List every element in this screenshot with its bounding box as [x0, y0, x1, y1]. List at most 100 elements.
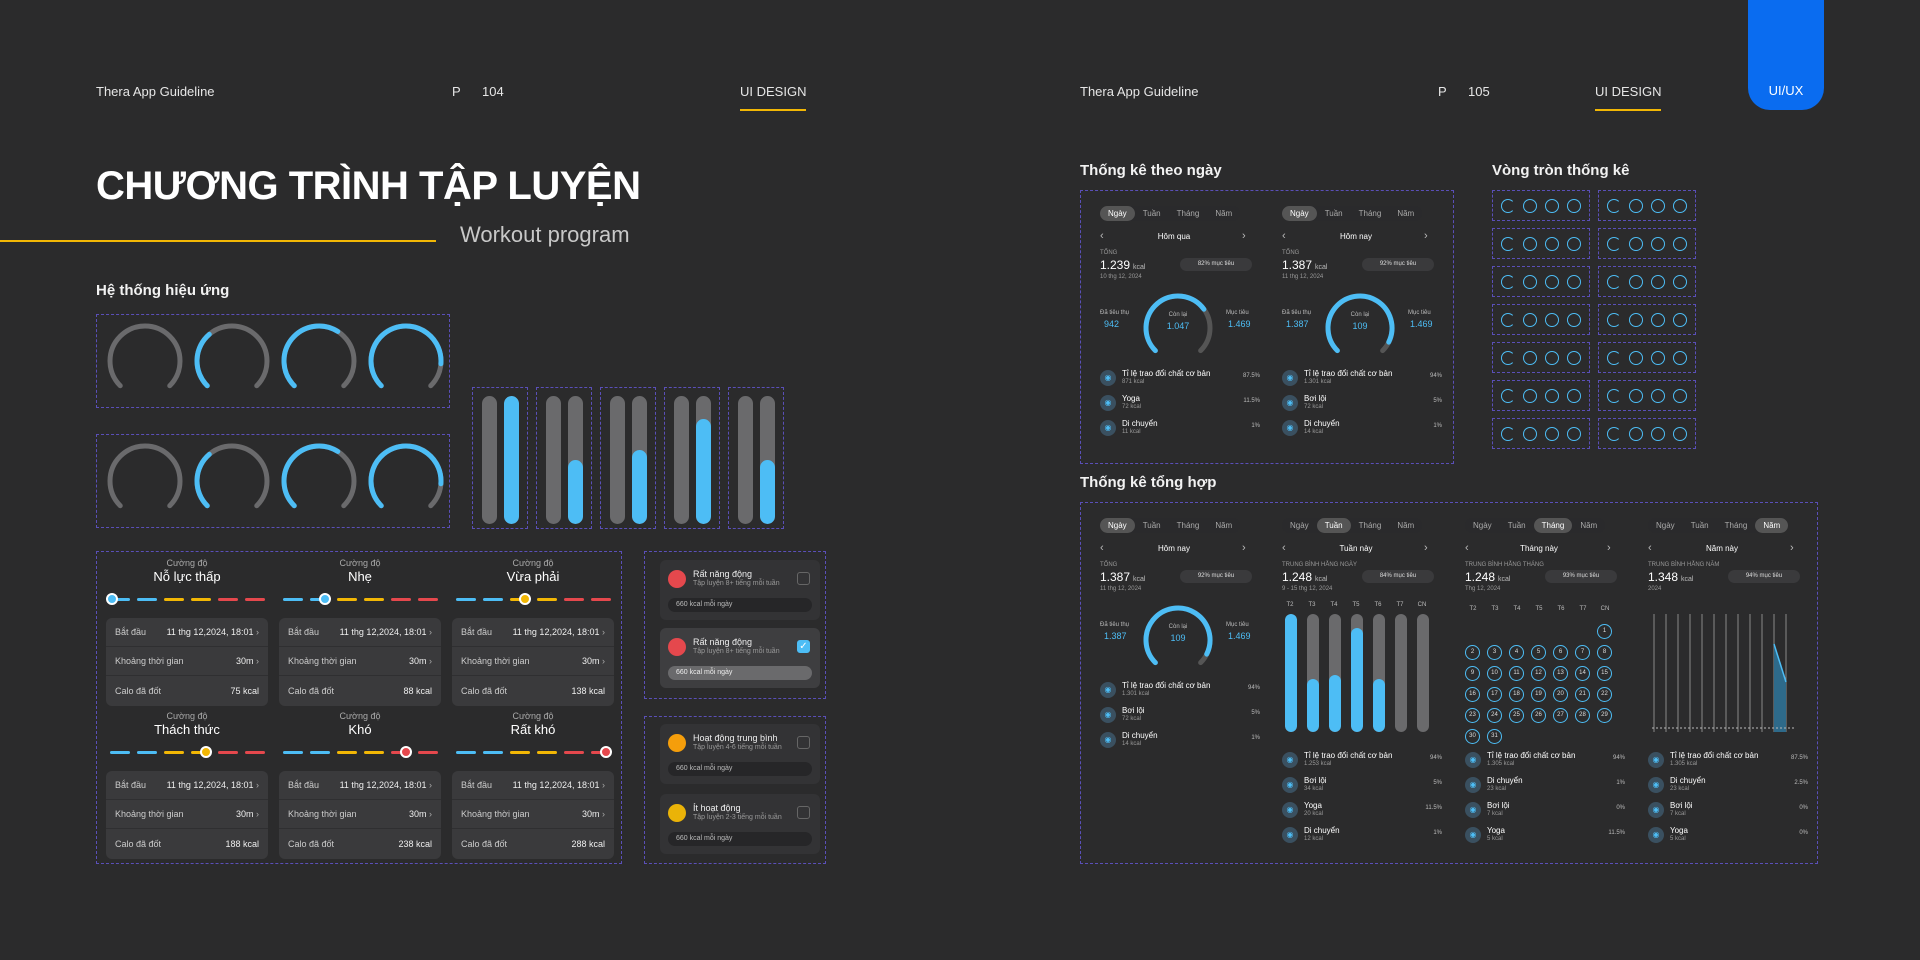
tab-3[interactable]: Năm — [1215, 521, 1233, 530]
detail-row[interactable]: Bắt đầu 11 thg 12,2024, 18:01 › — [279, 771, 441, 800]
calendar-day[interactable]: 9 — [1465, 666, 1480, 681]
tab-2[interactable]: Tháng — [1724, 521, 1748, 530]
prev-icon[interactable]: ‹ — [1465, 542, 1469, 554]
calendar-day[interactable]: 19 — [1531, 687, 1546, 702]
calendar-day[interactable]: 11 — [1509, 666, 1524, 681]
next-icon[interactable]: › — [1424, 542, 1428, 554]
calendar-day[interactable]: 31 — [1487, 729, 1502, 744]
tab-1[interactable]: Tuần — [1142, 209, 1161, 218]
intensity-card-1[interactable]: Cường độ Nỗ lực thấp Bắt đầu 11 thg 12,2024… — [106, 558, 268, 706]
activity-option-1[interactable]: Rất năng động Tập luyện 8+ tiếng mỗi tuần… — [660, 560, 820, 620]
calendar-day[interactable]: 25 — [1509, 708, 1524, 723]
detail-row[interactable]: Bắt đầu 11 thg 12,2024, 18:01 › — [279, 618, 441, 647]
next-icon[interactable]: › — [1790, 542, 1794, 554]
intensity-knob[interactable] — [106, 593, 118, 605]
tab-1[interactable]: Tuần — [1142, 521, 1161, 530]
activity-option-2[interactable]: Rất năng động Tập luyện 8+ tiếng mỗi tuần… — [660, 628, 820, 688]
next-icon[interactable]: › — [1424, 230, 1428, 242]
calendar-day[interactable]: 28 — [1575, 708, 1590, 723]
calendar-day[interactable]: 8 — [1597, 645, 1612, 660]
intensity-knob[interactable] — [600, 746, 612, 758]
calendar-day[interactable]: 12 — [1531, 666, 1546, 681]
calendar-day[interactable]: 3 — [1487, 645, 1502, 660]
calendar-day[interactable]: 1 — [1597, 624, 1612, 639]
tab-1[interactable]: Tuần — [1690, 521, 1709, 530]
tab-2[interactable]: Tháng — [1358, 521, 1382, 530]
calendar-day[interactable]: 16 — [1465, 687, 1480, 702]
activity-checkbox[interactable] — [797, 736, 810, 749]
detail-row[interactable]: Khoảng thời gian 30m › — [106, 800, 268, 829]
tab-0[interactable]: Ngày — [1100, 206, 1135, 221]
calendar-day[interactable]: 27 — [1553, 708, 1568, 723]
tab-3[interactable]: Năm — [1397, 209, 1415, 218]
tab-3[interactable]: Năm — [1397, 521, 1415, 530]
goal-badge[interactable]: 92% mục tiêu — [1362, 258, 1434, 271]
calendar-day[interactable]: 14 — [1575, 666, 1590, 681]
prev-icon[interactable]: ‹ — [1648, 542, 1652, 554]
calendar-day[interactable]: 6 — [1553, 645, 1568, 660]
calendar-day[interactable]: 24 — [1487, 708, 1502, 723]
detail-row[interactable]: Khoảng thời gian 30m › — [106, 647, 268, 676]
intensity-card-3[interactable]: Cường độ Vừa phải Bắt đầu 11 thg 12,2024, 1… — [452, 558, 614, 706]
detail-row[interactable]: Bắt đầu 11 thg 12,2024, 18:01 › — [106, 771, 268, 800]
calendar-day[interactable]: 5 — [1531, 645, 1546, 660]
next-icon[interactable]: › — [1242, 230, 1246, 242]
intensity-card-2[interactable]: Cường độ Nhẹ Bắt đầu 11 thg 12,2024, 18:01 … — [279, 558, 441, 706]
activity-checkbox[interactable] — [797, 806, 810, 819]
goal-badge[interactable]: 82% mục tiêu — [1180, 258, 1252, 271]
tab-1[interactable]: Tuần — [1316, 518, 1351, 533]
calendar-day[interactable]: 22 — [1597, 687, 1612, 702]
tab-1[interactable]: Tuần — [1507, 521, 1526, 530]
tab-0[interactable]: Ngày — [1656, 521, 1675, 530]
calendar-day[interactable]: 17 — [1487, 687, 1502, 702]
calendar-day[interactable]: 13 — [1553, 666, 1568, 681]
intensity-knob[interactable] — [519, 593, 531, 605]
intensity-knob[interactable] — [200, 746, 212, 758]
detail-row[interactable]: Bắt đầu 11 thg 12,2024, 18:01 › — [452, 618, 614, 647]
detail-row[interactable]: Khoảng thời gian 30m › — [279, 647, 441, 676]
activity-checkbox[interactable]: ✓ — [797, 640, 810, 653]
next-icon[interactable]: › — [1607, 542, 1611, 554]
calendar-day[interactable]: 2 — [1465, 645, 1480, 660]
goal-badge[interactable]: 84% mục tiêu — [1362, 570, 1434, 583]
goal-badge[interactable]: 94% mục tiêu — [1728, 570, 1800, 583]
calendar-day[interactable]: 29 — [1597, 708, 1612, 723]
calendar-day[interactable]: 30 — [1465, 729, 1480, 744]
goal-badge[interactable]: 92% mục tiêu — [1180, 570, 1252, 583]
prev-icon[interactable]: ‹ — [1282, 542, 1286, 554]
prev-icon[interactable]: ‹ — [1282, 230, 1286, 242]
calendar-day[interactable]: 15 — [1597, 666, 1612, 681]
calendar-day[interactable]: 4 — [1509, 645, 1524, 660]
calendar-day[interactable]: 20 — [1553, 687, 1568, 702]
detail-row[interactable]: Khoảng thời gian 30m › — [279, 800, 441, 829]
tab-2[interactable]: Tháng — [1176, 521, 1200, 530]
intensity-knob[interactable] — [400, 746, 412, 758]
tab-3[interactable]: Năm — [1580, 521, 1598, 530]
intensity-knob[interactable] — [319, 593, 331, 605]
tab-0[interactable]: Ngày — [1282, 206, 1317, 221]
detail-row[interactable]: Bắt đầu 11 thg 12,2024, 18:01 › — [452, 771, 614, 800]
calendar-day[interactable]: 18 — [1509, 687, 1524, 702]
tab-2[interactable]: Tháng — [1358, 209, 1382, 218]
tab-3[interactable]: Năm — [1755, 518, 1789, 533]
detail-row[interactable]: Bắt đầu 11 thg 12,2024, 18:01 › — [106, 618, 268, 647]
activity-option-4[interactable]: Ít hoạt động Tập luyện 2-3 tiếng mỗi tuần… — [660, 794, 820, 854]
tab-1[interactable]: Tuần — [1324, 209, 1343, 218]
intensity-card-6[interactable]: Cường độ Rất khó Bắt đầu 11 thg 12,2024, 18… — [452, 711, 614, 859]
tab-0[interactable]: Ngày — [1100, 518, 1135, 533]
calendar-day[interactable]: 26 — [1531, 708, 1546, 723]
prev-icon[interactable]: ‹ — [1100, 230, 1104, 242]
calendar-day[interactable]: 23 — [1465, 708, 1480, 723]
calendar-day[interactable]: 10 — [1487, 666, 1502, 681]
intensity-card-5[interactable]: Cường độ Khó Bắt đầu 11 thg 12,2024, 18:01 … — [279, 711, 441, 859]
detail-row[interactable]: Khoảng thời gian 30m › — [452, 800, 614, 829]
tab-0[interactable]: Ngày — [1290, 521, 1309, 530]
calendar-day[interactable]: 7 — [1575, 645, 1590, 660]
tab-0[interactable]: Ngày — [1473, 521, 1492, 530]
intensity-card-4[interactable]: Cường độ Thách thức Bắt đầu 11 thg 12,2024,… — [106, 711, 268, 859]
tab-2[interactable]: Tháng — [1533, 518, 1573, 533]
activity-option-3[interactable]: Hoạt động trung bình Tập luyện 4-6 tiếng … — [660, 724, 820, 784]
goal-badge[interactable]: 93% mục tiêu — [1545, 570, 1617, 583]
next-icon[interactable]: › — [1242, 542, 1246, 554]
tab-2[interactable]: Tháng — [1176, 209, 1200, 218]
